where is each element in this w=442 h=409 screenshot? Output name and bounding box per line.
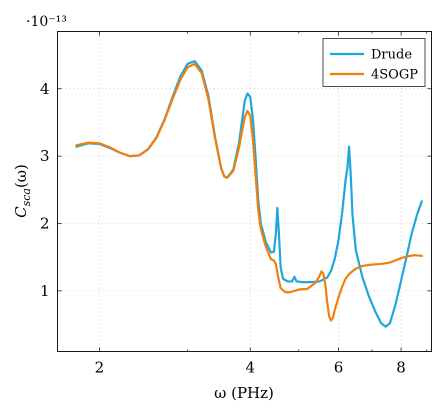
y-exponent-label: ·10⁻¹³	[26, 14, 67, 30]
series-layer	[75, 60, 423, 328]
series-line-drude	[75, 60, 423, 328]
legend: Drude 4SOGP	[322, 38, 426, 87]
y-axis-label-subscript: sca	[20, 188, 33, 206]
y-tick-label: 4	[40, 80, 50, 98]
x-tick-label: 2	[95, 359, 105, 377]
x-axis-label: ω (PHz)	[214, 384, 274, 402]
y-tick-label: 3	[40, 147, 50, 165]
y-tick-label: 1	[40, 282, 50, 300]
plot-frame	[57, 31, 432, 352]
series-line-4sogp	[75, 62, 423, 322]
legend-box	[322, 38, 426, 87]
tick-layer: 2 4 6 8 1 2 3 4	[40, 31, 432, 377]
y-axis-label-main: C	[12, 206, 30, 218]
x-tick-label: 4	[245, 359, 255, 377]
legend-label-drude: Drude	[371, 48, 412, 63]
x-tick-label: 8	[396, 359, 406, 377]
legend-label-4sogp: 4SOGP	[371, 68, 418, 83]
y-axis-label: Csca(ω)	[12, 164, 33, 218]
x-tick-label: 6	[334, 359, 344, 377]
y-tick-label: 2	[40, 215, 50, 233]
y-axis-label-argument: (ω)	[12, 164, 30, 188]
